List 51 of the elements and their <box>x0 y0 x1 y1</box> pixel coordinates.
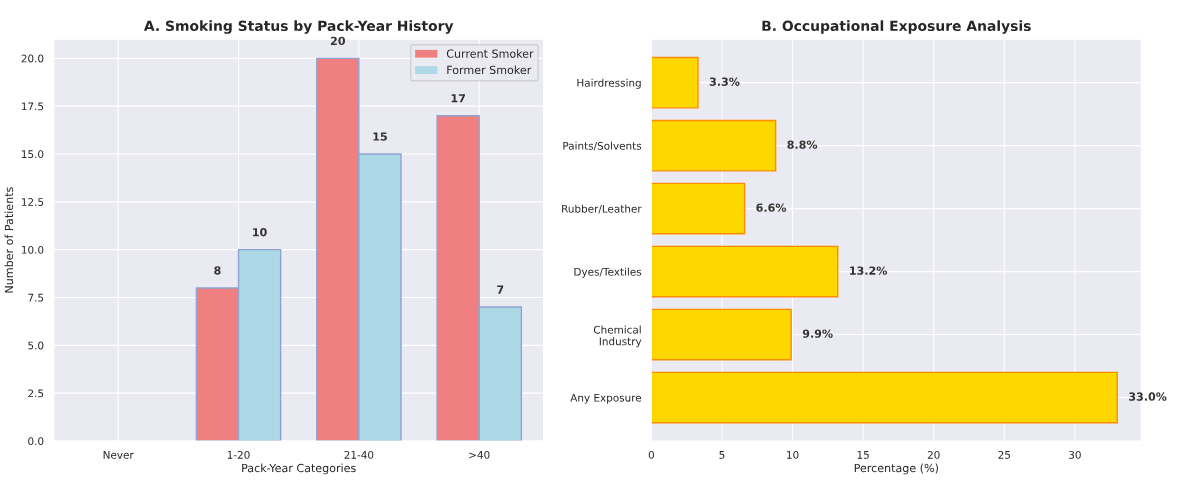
chart-title: B. Occupational Exposure Analysis <box>762 20 1031 34</box>
data-label: 8 <box>214 266 221 275</box>
data-label: 15 <box>373 132 387 141</box>
legend-label: Former Smoker <box>447 65 532 75</box>
data-label: 13.2% <box>850 266 888 275</box>
bar <box>651 245 839 298</box>
x-tick-label: 25 <box>998 450 1011 459</box>
bar <box>651 182 746 235</box>
data-label: 17 <box>451 94 466 103</box>
x-tick-label: 15 <box>857 451 869 459</box>
data-label: 8.8% <box>787 140 818 149</box>
y-tick-label: 2.5 <box>28 389 44 398</box>
y-tick-label: Paints/Solvents <box>563 141 642 151</box>
data-label: 7 <box>497 285 504 294</box>
y-tick-label: 15.0 <box>22 150 44 159</box>
y-tick-label: 7.5 <box>28 293 44 302</box>
y-tick-label: Hairdressing <box>577 78 641 89</box>
x-tick-label: 30 <box>1069 450 1081 459</box>
x-axis-title: Percentage (%) <box>854 463 938 475</box>
y-tick-label: 0.0 <box>28 437 44 446</box>
bar <box>651 56 699 109</box>
data-label: 33.0% <box>1129 392 1167 401</box>
data-label: 20 <box>330 36 346 46</box>
y-tick-label: 5.0 <box>28 341 44 350</box>
x-tick-label: 10 <box>787 450 799 459</box>
x-tick-label: 20 <box>927 450 940 459</box>
legend-label: Current Smoker <box>446 49 534 58</box>
x-tick-label: 21-40 <box>344 450 374 459</box>
bar <box>651 119 777 172</box>
x-tick-label: >40 <box>469 450 490 459</box>
bar <box>651 308 792 361</box>
y-tick-label: Any Exposure <box>570 393 642 404</box>
x-tick-label: 5 <box>719 451 725 459</box>
y-tick-label: 10.0 <box>22 245 44 254</box>
data-label: 3.3% <box>709 77 740 86</box>
data-label: 9.9% <box>802 329 833 338</box>
x-tick-label: 0 <box>648 450 654 459</box>
chart-title: A. Smoking Status by Pack-Year History <box>143 20 454 34</box>
x-tick-label: Never <box>103 451 134 459</box>
y-tick-label: Dyes/Textiles <box>574 267 642 278</box>
x-axis-title: Pack-Year Categories <box>242 463 356 475</box>
y-tick-label: Rubber/Leather <box>562 204 642 214</box>
data-label: 10 <box>253 228 267 237</box>
y-tick-label: 17.5 <box>22 102 44 111</box>
y-tick-label: 12.5 <box>22 198 44 206</box>
x-tick-label: 1-20 <box>227 450 250 459</box>
bar <box>651 371 1118 424</box>
y-tick-label: Chemical Industry <box>593 325 642 348</box>
y-tick-label: 20.0 <box>21 54 44 63</box>
data-label: 6.6% <box>756 203 787 212</box>
y-axis-title: Number of Patients <box>4 187 14 293</box>
